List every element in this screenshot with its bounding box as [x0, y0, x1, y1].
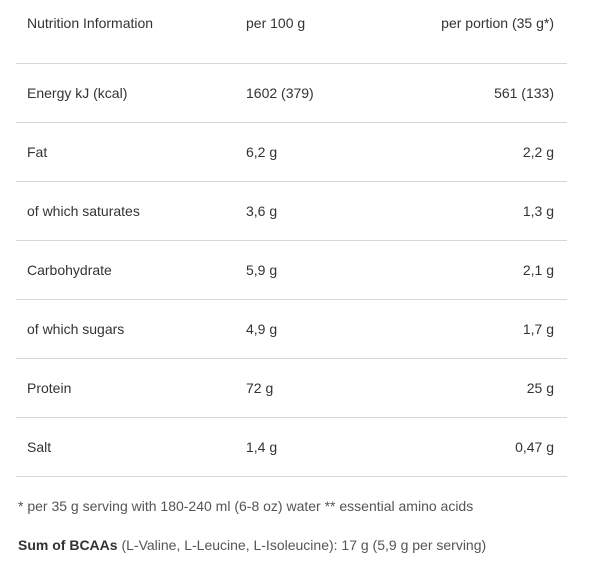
row-per-100g: 6,2 g — [246, 144, 278, 160]
row-per-portion: 561 (133) — [494, 85, 554, 101]
row-label: Carbohydrate — [27, 262, 112, 278]
bcaa-label: Sum of BCAAs — [18, 537, 118, 553]
row-per-100g: 72 g — [246, 380, 274, 396]
row-label: Salt — [27, 439, 52, 455]
table-row: Fat 6,2 g 2,2 g — [16, 123, 567, 182]
row-label: of which sugars — [27, 321, 125, 337]
nutrition-table: Nutrition Information per 100 g per port… — [16, 0, 567, 477]
table-row: Energy kJ (kcal) 1602 (379) 561 (133) — [16, 64, 567, 123]
row-per-100g: 5,9 g — [246, 262, 278, 278]
row-per-portion: 1,7 g — [522, 321, 554, 337]
row-per-100g: 1,4 g — [246, 439, 278, 455]
row-per-portion: 25 g — [526, 380, 554, 396]
header-per-portion: per portion (35 g*) — [441, 15, 554, 31]
table-row: Carbohydrate 5,9 g 2,1 g — [16, 241, 567, 300]
table-row: Salt 1,4 g 0,47 g — [16, 418, 567, 477]
row-per-100g: 1602 (379) — [246, 85, 314, 101]
row-per-portion: 2,2 g — [522, 144, 554, 160]
table-row: of which sugars 4,9 g 1,7 g — [16, 300, 567, 359]
serving-footnote: * per 35 g serving with 180-240 ml (6-8 … — [18, 498, 474, 514]
bcaa-note: Sum of BCAAs (L-Valine, L-Leucine, L-Iso… — [18, 537, 486, 553]
row-label: Fat — [27, 144, 48, 160]
header-per-100g: per 100 g — [246, 15, 306, 31]
table-row: of which saturates 3,6 g 1,3 g — [16, 182, 567, 241]
row-per-portion: 0,47 g — [515, 439, 554, 455]
table-row: Protein 72 g 25 g — [16, 359, 567, 418]
row-per-portion: 2,1 g — [522, 262, 554, 278]
header-nutrition-information: Nutrition Information — [27, 15, 154, 31]
table-header-row: Nutrition Information per 100 g per port… — [16, 0, 567, 64]
row-label: Protein — [27, 380, 72, 396]
row-per-100g: 3,6 g — [246, 203, 278, 219]
row-label: of which saturates — [27, 203, 140, 219]
row-per-portion: 1,3 g — [522, 203, 554, 219]
row-label: Energy kJ (kcal) — [27, 85, 128, 101]
row-per-100g: 4,9 g — [246, 321, 278, 337]
bcaa-text: (L-Valine, L-Leucine, L-Isoleucine): 17 … — [117, 537, 487, 553]
